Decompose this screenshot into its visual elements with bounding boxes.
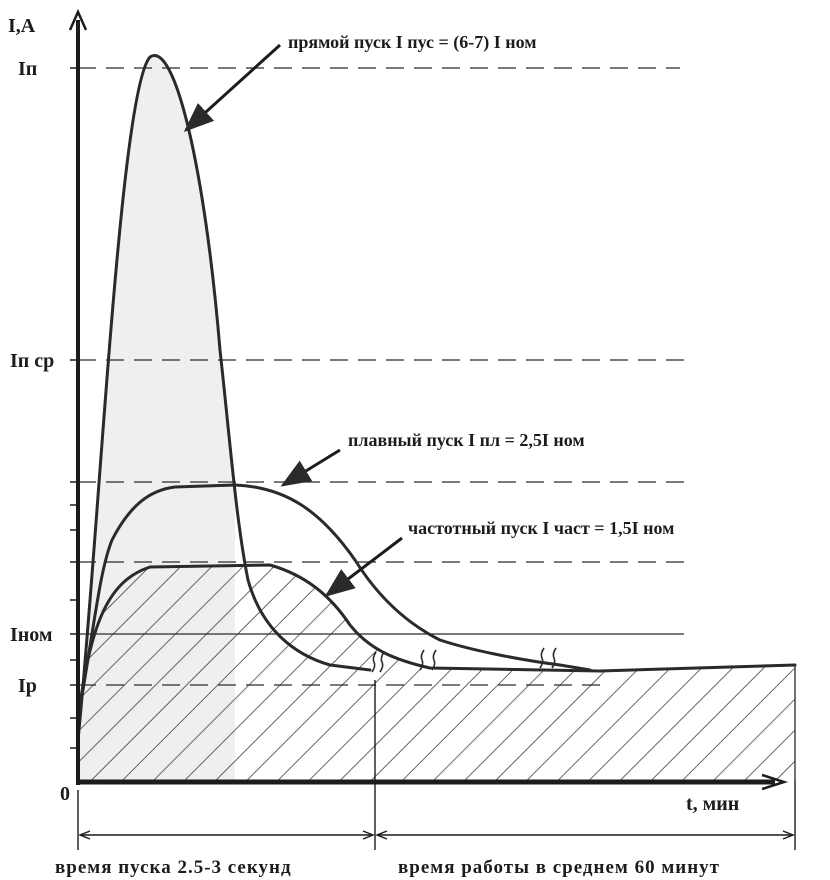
direct-start-curve — [76, 54, 372, 782]
dim-arrow — [78, 830, 91, 840]
y-axis-arrow — [68, 8, 88, 31]
break-mark-4 — [431, 649, 437, 671]
soft-start-pointer — [280, 448, 341, 487]
direct-start-annotation: прямой пуск I пус = (6-7) I ном — [288, 32, 537, 53]
break-mark-1 — [371, 651, 377, 673]
work-time-label: время работы в среднем 60 минут — [398, 857, 720, 878]
y-axis-label: I,A — [8, 15, 36, 37]
soft-start-annotation: плавный пуск I пл = 2,5I ном — [348, 430, 585, 450]
direct-start-pointer — [183, 43, 282, 133]
level-label-ir: Iр — [18, 675, 37, 697]
dim-arrow — [362, 830, 375, 840]
start-time-label: время пуска 2.5-3 секунд — [55, 857, 292, 878]
level-label-inom: Iном — [10, 624, 53, 646]
origin-label: 0 — [60, 783, 70, 805]
break-mark-3 — [419, 649, 425, 671]
x-axis-label: t, мин — [686, 793, 739, 815]
soft-start-curve — [76, 483, 592, 782]
dim-arrow — [375, 830, 388, 840]
level-label-ip: Iп — [18, 58, 37, 80]
frequency-start-annotation: частотный пуск I част = 1,5I ном — [408, 518, 674, 538]
frequency-start-pointer — [324, 536, 403, 597]
dim-arrow — [782, 830, 795, 840]
break-mark-2 — [379, 651, 385, 673]
x-axis-arrow — [761, 773, 789, 791]
break-mark-5 — [539, 647, 545, 669]
hatched-operation-area — [78, 565, 795, 780]
frequency-start-curve — [76, 563, 797, 782]
level-label-ip-sr: Iп ср — [10, 350, 54, 372]
break-mark-6 — [551, 647, 557, 669]
